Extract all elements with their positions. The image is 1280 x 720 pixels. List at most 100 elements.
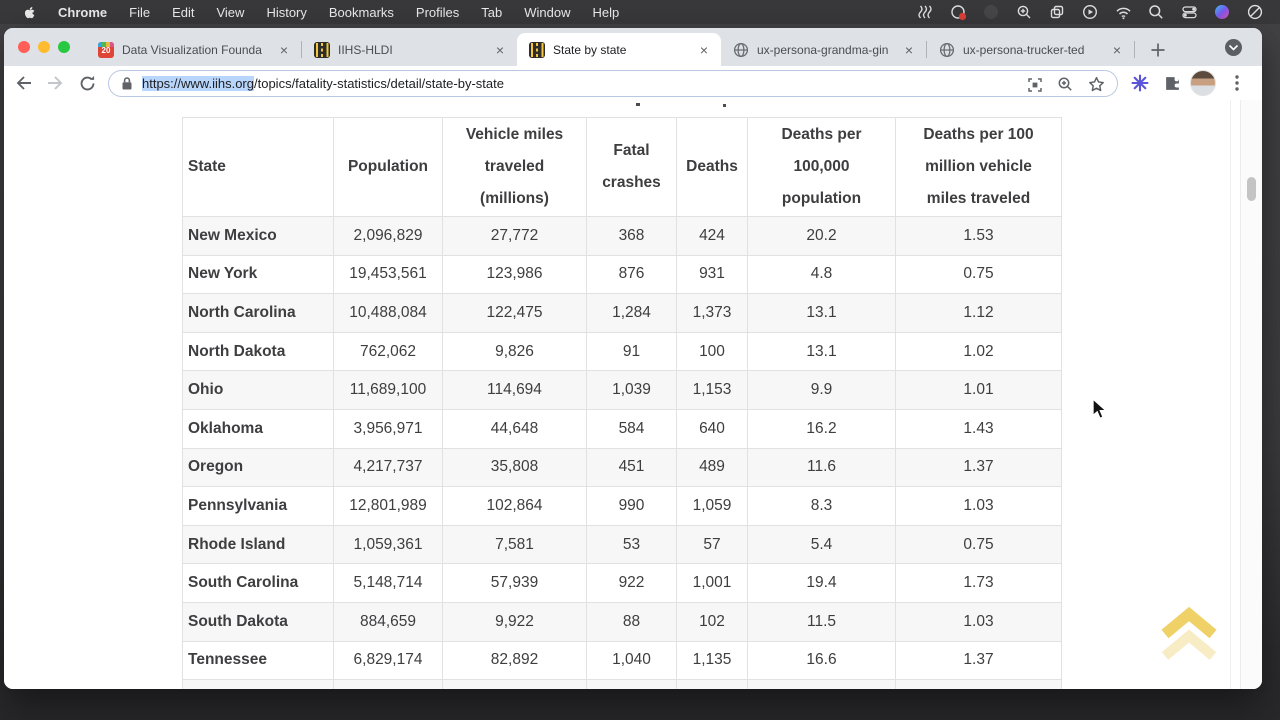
menu-window[interactable]: Window xyxy=(524,4,571,20)
back-button[interactable] xyxy=(11,71,35,95)
window-switcher-icon[interactable] xyxy=(1044,0,1070,24)
close-tab-icon[interactable]: × xyxy=(279,41,289,58)
value-cell: 990 xyxy=(586,486,677,526)
spotlight-icon[interactable] xyxy=(1143,0,1169,24)
value-cell: 762,062 xyxy=(333,331,443,372)
minimize-window-button[interactable] xyxy=(38,41,50,53)
close-tab-icon[interactable]: × xyxy=(495,41,505,58)
zoom-in-icon[interactable] xyxy=(1057,76,1074,93)
table-row-partial xyxy=(182,679,1062,689)
kebab-menu-icon[interactable] xyxy=(1229,71,1245,95)
address-bar[interactable]: https://www.iihs.org/topics/fatality-sta… xyxy=(108,70,1118,97)
header-deaths: Deaths xyxy=(676,117,748,217)
menu-profiles[interactable]: Profiles xyxy=(415,4,460,20)
table-row: South Dakota 884,659 9,922 88 102 11.5 1.03 xyxy=(182,601,1062,642)
value-cell: 4.8 xyxy=(747,254,896,295)
qr-code-icon[interactable] xyxy=(1027,77,1043,93)
empty-cell xyxy=(442,679,587,689)
forward-button[interactable] xyxy=(43,71,67,95)
globe-favicon xyxy=(733,42,749,58)
tab-title: Data Visualization Founda xyxy=(122,42,262,57)
menu-tab[interactable]: Tab xyxy=(481,4,503,20)
empty-cell xyxy=(895,679,1062,689)
scrollbar-thumb[interactable] xyxy=(1247,177,1256,201)
tab-strip: 20 Data Visualization Founda × IIHS-HLDI… xyxy=(4,28,1262,66)
value-cell: 35,808 xyxy=(442,447,587,488)
table-row: Ohio 11,689,100 114,694 1,039 1,153 9.9 1.01 xyxy=(182,370,1062,410)
value-cell: 1,284 xyxy=(586,293,677,333)
extensions-puzzle-icon[interactable] xyxy=(1160,71,1184,95)
padlock-icon[interactable] xyxy=(121,76,133,91)
url-text[interactable]: https://www.iihs.org/topics/fatality-sta… xyxy=(142,76,504,91)
state-cell: South Carolina xyxy=(182,563,334,603)
value-cell: 19.4 xyxy=(747,563,896,603)
wifi-icon[interactable] xyxy=(1110,0,1136,24)
value-cell: 368 xyxy=(586,216,677,256)
close-tab-icon[interactable]: × xyxy=(904,41,914,58)
menu-file[interactable]: File xyxy=(129,4,151,20)
calendar-favicon: 20 xyxy=(98,41,114,58)
tab-iihs-hldi[interactable]: IIHS-HLDI × xyxy=(302,33,517,66)
value-cell: 44,648 xyxy=(442,408,587,449)
value-cell: 102,864 xyxy=(442,486,587,526)
double-chevron-up-icon xyxy=(1161,606,1217,660)
value-cell: 4,217,737 xyxy=(333,447,443,488)
clipped-heading-fragment xyxy=(723,104,726,107)
tab-grandma-gin[interactable]: ux-persona-grandma-gin × xyxy=(721,33,926,66)
header-fatal-crashes: Fatal crashes xyxy=(586,117,677,217)
menu-edit[interactable]: Edit xyxy=(172,4,195,20)
value-cell: 3,956,971 xyxy=(333,408,443,449)
state-cell: South Dakota xyxy=(182,601,334,642)
tab-data-visualization[interactable]: 20 Data Visualization Founda × xyxy=(86,33,301,66)
close-tab-icon[interactable]: × xyxy=(1112,41,1122,58)
close-tab-icon[interactable]: × xyxy=(699,41,709,58)
tab-state-by-state[interactable]: State by state × xyxy=(517,33,721,66)
scrollbar-track[interactable] xyxy=(1240,100,1262,689)
tab-search-button[interactable] xyxy=(1225,39,1242,56)
value-cell: 1,059 xyxy=(676,486,748,526)
value-cell: 9,922 xyxy=(442,601,587,642)
apple-logo-icon xyxy=(23,5,36,20)
apple-menu[interactable] xyxy=(12,0,47,24)
road-favicon xyxy=(314,41,330,58)
value-cell: 1.02 xyxy=(895,331,1062,372)
dimmed-app-icon[interactable] xyxy=(978,0,1004,24)
menu-chrome[interactable]: Chrome xyxy=(58,4,108,20)
zoom-window-button[interactable] xyxy=(58,41,70,53)
control-center-icon[interactable] xyxy=(1176,0,1202,24)
value-cell: 876 xyxy=(586,254,677,295)
menu-help[interactable]: Help xyxy=(592,4,620,20)
value-cell: 7,581 xyxy=(442,524,587,565)
tab-title: State by state xyxy=(553,42,627,57)
bookmark-star-icon[interactable] xyxy=(1088,76,1105,93)
siri-icon[interactable] xyxy=(1209,0,1235,24)
focus-icon[interactable] xyxy=(1242,0,1268,24)
page-edge-line xyxy=(1230,100,1231,689)
zoom-app-icon[interactable] xyxy=(1011,0,1037,24)
menu-view[interactable]: View xyxy=(216,4,245,20)
header-vmt: Vehicle miles traveled (millions) xyxy=(442,117,587,217)
close-window-button[interactable] xyxy=(18,41,30,53)
globe-favicon xyxy=(939,42,955,58)
scroll-to-top-button[interactable] xyxy=(1160,606,1218,662)
tab-divider xyxy=(926,41,927,58)
screen-mirroring-icon[interactable] xyxy=(1077,0,1103,24)
menu-history[interactable]: History xyxy=(266,4,307,20)
value-cell: 114,694 xyxy=(442,370,587,410)
header-deaths-per-100k: Deaths per 100,000 population xyxy=(747,117,896,217)
header-population: Population xyxy=(333,117,443,217)
wave-icon[interactable] xyxy=(912,0,938,24)
tab-trucker-ted[interactable]: ux-persona-trucker-ted × xyxy=(927,33,1134,66)
state-cell: New Mexico xyxy=(182,216,334,256)
empty-cell xyxy=(333,679,443,689)
value-cell: 1.37 xyxy=(895,447,1062,488)
reload-button[interactable] xyxy=(75,71,99,95)
extension-burst-icon[interactable] xyxy=(1128,71,1152,95)
menu-bookmarks[interactable]: Bookmarks xyxy=(328,4,394,20)
tab-title: ux-persona-trucker-ted xyxy=(963,42,1085,57)
profile-avatar[interactable] xyxy=(1190,70,1216,96)
screen-share-badge-icon[interactable] xyxy=(945,0,971,24)
new-tab-button[interactable] xyxy=(1145,37,1171,63)
table-row: New York 19,453,561 123,986 876 931 4.8 0.75 xyxy=(182,254,1062,295)
value-cell: 11,689,100 xyxy=(333,370,443,410)
